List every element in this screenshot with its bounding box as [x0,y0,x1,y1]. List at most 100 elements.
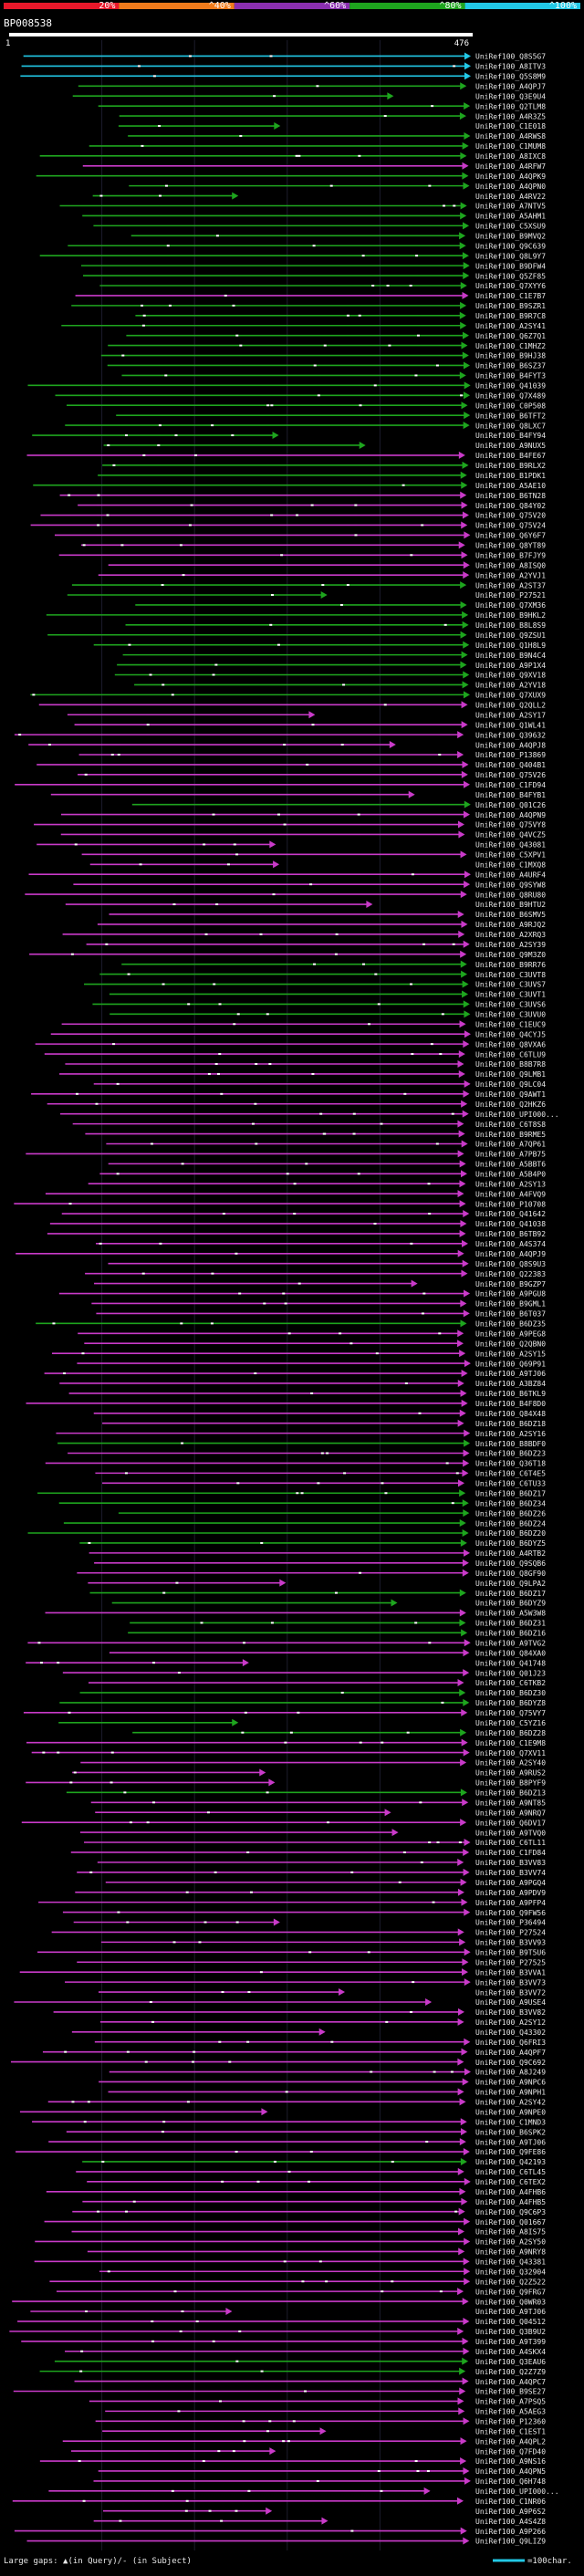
hit-label[interactable]: UniRef100_B9HKL2 [475,611,546,620]
hit-label[interactable]: UniRef100_A9PGU8 [475,1290,546,1298]
hit-label[interactable]: UniRef100_A9NPC6 [475,2079,546,2087]
hit-label[interactable]: UniRef100_Q75V20 [475,512,546,520]
hit-label[interactable]: UniRef100_B8BDF0 [475,1440,546,1448]
hit-label[interactable]: UniRef100_A4QPJ9 [475,1250,546,1258]
hit-label[interactable]: UniRef100_A9PGQ4 [475,1879,546,1887]
hit-label[interactable]: UniRef100_C5YZ16 [475,1719,546,1727]
hit-label[interactable]: UniRef100_A2SY40 [475,1759,546,1768]
hit-label[interactable]: UniRef100_A5AE10 [475,482,546,490]
hit-label[interactable]: UniRef100_Q7XUX9 [475,692,546,700]
hit-label[interactable]: UniRef100_B9R7C8 [475,312,546,320]
hit-label[interactable]: UniRef100_A4FHB5 [475,2198,546,2206]
hit-label[interactable]: UniRef100_Q41038 [475,1220,546,1228]
hit-label[interactable]: UniRef100_Q7XM36 [475,601,546,610]
hit-label[interactable]: UniRef100_A2SY16 [475,1430,546,1438]
hit-label[interactable]: UniRef100_Q43081 [475,841,546,850]
hit-label[interactable]: UniRef100_A4QPL2 [475,2437,546,2446]
hit-label[interactable]: UniRef100_C6TKB2 [475,1679,546,1687]
hit-label[interactable]: UniRef100_UPI000... [475,1111,559,1119]
hit-label[interactable]: UniRef100_Q3EAU6 [475,2358,546,2366]
hit-label[interactable]: UniRef100_B9GML1 [475,1300,546,1309]
hit-label[interactable]: UniRef100_C1EST1 [475,2427,546,2435]
hit-label[interactable]: UniRef100_A4QPN9 [475,811,546,819]
hit-label[interactable]: UniRef100_Q9FW56 [475,1909,546,1917]
hit-label[interactable]: UniRef100_A4RWS8 [475,132,546,141]
hit-label[interactable]: UniRef100_Q9FE86 [475,2148,546,2156]
hit-label[interactable]: UniRef100_A2SY13 [475,1180,546,1188]
hit-label[interactable]: UniRef100_C1EUC9 [475,1020,546,1028]
hit-label[interactable]: UniRef100_A2SY42 [475,2099,546,2107]
hit-label[interactable]: UniRef100_Q8S5G7 [475,53,546,61]
hit-label[interactable]: UniRef100_B6SPK2 [475,2128,546,2136]
hit-label[interactable]: UniRef100_C1E9M8 [475,1739,546,1747]
hit-label[interactable]: UniRef100_Q3B9U2 [475,2328,546,2336]
hit-label[interactable]: UniRef100_P10708 [475,1200,546,1208]
hit-label[interactable]: UniRef100_A4QPC7 [475,2378,546,2386]
hit-label[interactable]: UniRef100_C1MND3 [475,2118,546,2126]
hit-label[interactable]: UniRef100_A9NT85 [475,1799,546,1807]
hit-label[interactable]: UniRef100_B6T037 [475,1310,546,1319]
hit-label[interactable]: UniRef100_Q9XV18 [475,672,546,680]
hit-label[interactable]: UniRef100_B4F8D0 [475,1400,546,1408]
hit-label[interactable]: UniRef100_C6TEX2 [475,2178,546,2186]
hit-label[interactable]: UniRef100_Q6FRI3 [475,2039,546,2047]
hit-label[interactable]: UniRef100_B8PYF9 [475,1779,546,1788]
hit-label[interactable]: UniRef100_B3VV73 [475,1978,546,1987]
hit-label[interactable]: UniRef100_P36494 [475,1919,546,1927]
hit-label[interactable]: UniRef100_A7QP61 [475,1141,546,1149]
hit-label[interactable]: UniRef100_B6DZ34 [475,1499,546,1507]
hit-label[interactable]: UniRef100_A3BZ84 [475,1380,546,1388]
hit-label[interactable]: UniRef100_A2SY17 [475,711,546,719]
hit-label[interactable]: UniRef100_A5AHM1 [475,213,546,221]
hit-label[interactable]: UniRef100_B6DZ20 [475,1529,546,1538]
hit-label[interactable]: UniRef100_Q01C26 [475,801,546,809]
hit-label[interactable]: UniRef100_A9P1X4 [475,662,546,670]
hit-label[interactable]: UniRef100_A9TJ06 [475,2308,546,2316]
hit-label[interactable]: UniRef100_C3UVT8 [475,971,546,979]
hit-label[interactable]: UniRef100_A9NPE0 [475,2108,546,2116]
hit-label[interactable]: UniRef100_A2XRQ3 [475,931,546,939]
hit-label[interactable]: UniRef100_C6TL45 [475,2168,546,2176]
hit-label[interactable]: UniRef100_C1FD84 [475,1849,546,1857]
hit-label[interactable]: UniRef100_Q43302 [475,2028,546,2037]
hit-label[interactable]: UniRef100_A4QPJ8 [475,741,546,749]
hit-label[interactable]: UniRef100_Q84X48 [475,1410,546,1418]
hit-label[interactable]: UniRef100_Q7FD40 [475,2447,546,2456]
hit-label[interactable]: UniRef100_B8L8S9 [475,621,546,630]
hit-label[interactable]: UniRef100_A9PDV9 [475,1889,546,1897]
hit-label[interactable]: UniRef100_P12360 [475,2418,546,2426]
hit-label[interactable]: UniRef100_B6DZ18 [475,1420,546,1428]
hit-label[interactable]: UniRef100_C0P508 [475,402,546,410]
hit-label[interactable]: UniRef100_Q8VXA6 [475,1040,546,1048]
hit-label[interactable]: UniRef100_Q2TLM8 [475,102,546,110]
hit-label[interactable]: UniRef100_Q41748 [475,1659,546,1667]
hit-label[interactable]: UniRef100_A9NRY8 [475,2248,546,2257]
hit-label[interactable]: UniRef100_Q04512 [475,2318,546,2326]
hit-label[interactable]: UniRef100_C6T4E5 [475,1470,546,1478]
hit-label[interactable]: UniRef100_Q36T18 [475,1460,546,1468]
hit-label[interactable]: UniRef100_Q41039 [475,382,546,391]
hit-label[interactable]: UniRef100_B3VV72 [475,1988,546,1997]
hit-label[interactable]: UniRef100_B9RR76 [475,961,546,969]
hit-label[interactable]: UniRef100_Q2QLL2 [475,702,546,710]
hit-label[interactable]: UniRef100_B6SZ37 [475,362,546,370]
hit-label[interactable]: UniRef100_Q5ZF85 [475,272,546,280]
hit-label[interactable]: UniRef100_A5W3W8 [475,1610,546,1618]
hit-label[interactable]: UniRef100_B6TKL9 [475,1390,546,1398]
hit-label[interactable]: UniRef100_Q8L9Y7 [475,252,546,260]
hit-label[interactable]: UniRef100_B3VVA1 [475,1968,546,1976]
hit-label[interactable]: UniRef100_Q0WR03 [475,2298,546,2306]
hit-label[interactable]: UniRef100_C3UVS7 [475,981,546,989]
hit-label[interactable]: UniRef100_C1MXQ8 [475,860,546,869]
hit-label[interactable]: UniRef100_A4QPN5 [475,2467,546,2476]
hit-label[interactable]: UniRef100_Q7XV11 [475,1749,546,1757]
hit-label[interactable]: UniRef100_A2SY50 [475,2238,546,2247]
hit-label[interactable]: UniRef100_A4S374 [475,1240,546,1248]
hit-label[interactable]: UniRef100_C1E018 [475,122,546,130]
hit-label[interactable]: UniRef100_Q8GF90 [475,1570,546,1578]
hit-label[interactable]: UniRef100_B6DZ17 [475,1489,546,1497]
hit-label[interactable]: UniRef100_Q8S9U3 [475,1260,546,1268]
hit-label[interactable]: UniRef100_C6T8S8 [475,1121,546,1129]
hit-label[interactable]: UniRef100_A4RTB2 [475,1549,546,1558]
hit-label[interactable]: UniRef100_A4QPK9 [475,172,546,181]
